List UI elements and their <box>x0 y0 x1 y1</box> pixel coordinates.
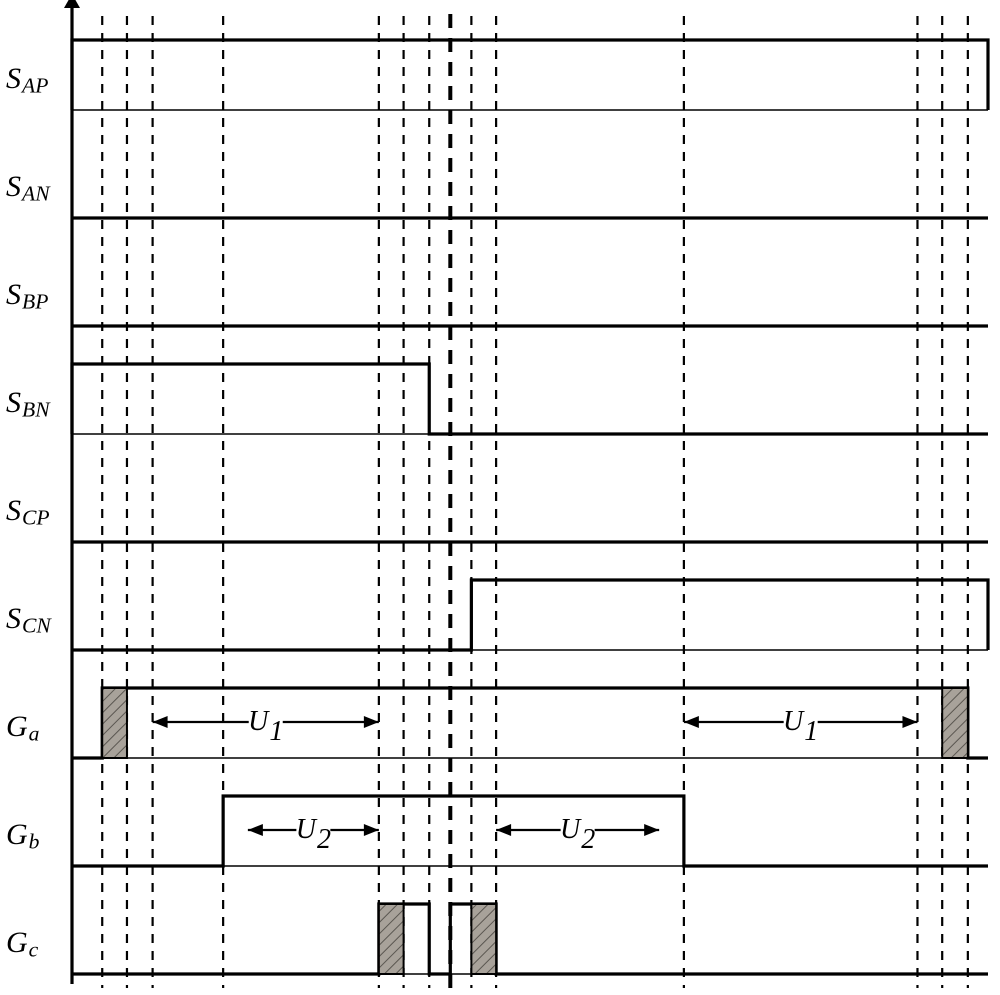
timing-svg: SAPSANSBPSBNSCPSCNU1U1GaU2U2GbGc <box>0 0 1000 995</box>
row-label-S_BP: SBP <box>6 278 48 314</box>
row-label-S_AP: SAP <box>6 62 48 98</box>
trace-S_AP <box>72 40 988 110</box>
dim-arrow-right <box>902 716 917 728</box>
pulse-hatch <box>471 904 496 974</box>
trace-S_CN <box>72 580 988 650</box>
dim-arrow-left <box>496 824 511 836</box>
row-label-G_a: Ga <box>6 710 39 746</box>
timing-diagram: { "layout": { "width": 1000, "height": 9… <box>0 0 1000 995</box>
row-label-S_AN: SAN <box>6 170 51 206</box>
dim-arrow-right <box>364 824 379 836</box>
dim-arrow-left <box>684 716 699 728</box>
dim-arrow-left <box>153 716 168 728</box>
dim-arrow-right <box>364 716 379 728</box>
row-label-S_CP: SCP <box>6 494 50 530</box>
y-axis-arrow <box>64 0 80 8</box>
pulse-hatch <box>102 688 127 758</box>
pulse-hatch <box>379 904 404 974</box>
dim-arrow-right <box>644 824 659 836</box>
row-label-G_c: Gc <box>6 926 39 962</box>
row-label-G_b: Gb <box>6 818 40 854</box>
pulse-hatch <box>942 688 968 758</box>
row-label-S_CN: SCN <box>6 602 52 638</box>
row-label-S_BN: SBN <box>6 386 51 422</box>
trace-G_c <box>72 904 988 974</box>
trace-S_BN <box>72 364 988 434</box>
dim-arrow-left <box>248 824 263 836</box>
